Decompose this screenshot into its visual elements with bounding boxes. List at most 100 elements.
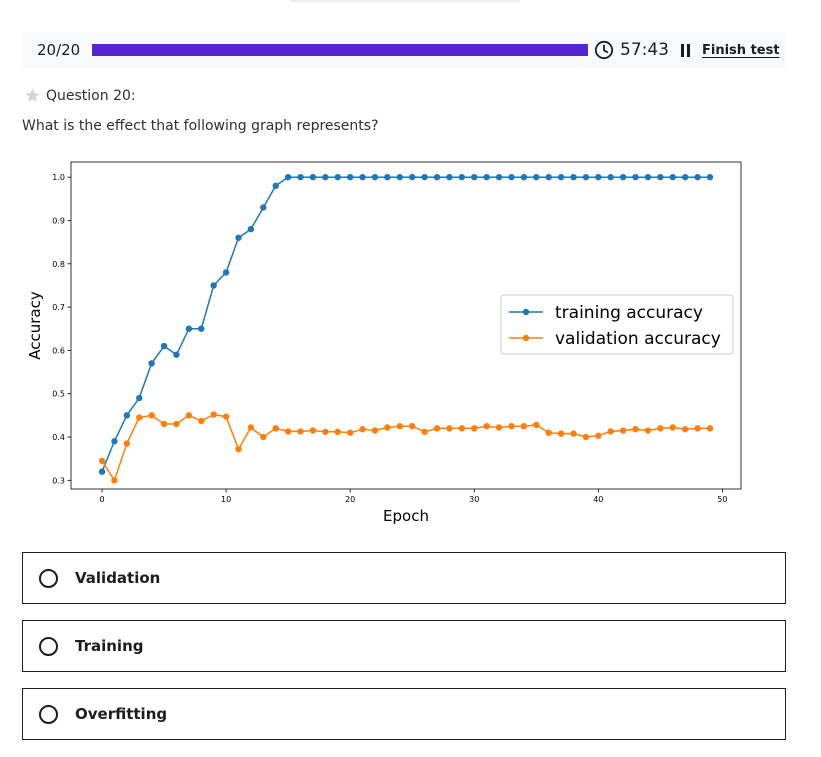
data-point bbox=[533, 421, 540, 429]
data-point bbox=[644, 427, 652, 434]
data-point bbox=[433, 425, 441, 432]
y-tick-label: 0.7 bbox=[52, 303, 65, 312]
x-tick-label: 30 bbox=[469, 495, 479, 504]
data-point bbox=[706, 425, 714, 432]
data-point bbox=[222, 269, 230, 276]
legend-marker bbox=[522, 334, 530, 342]
data-point bbox=[160, 420, 168, 428]
option-label: Overfitting bbox=[75, 705, 168, 723]
data-point bbox=[297, 428, 304, 435]
data-point bbox=[619, 427, 627, 434]
y-tick-label: 0.3 bbox=[52, 476, 65, 485]
test-header-bar: 20/20 57:43 Finish test bbox=[22, 32, 786, 68]
data-point bbox=[570, 430, 577, 437]
data-point bbox=[222, 413, 230, 420]
data-point bbox=[260, 433, 267, 441]
chart-svg: 0 10 20 30 40 50 0.3 0.4 0.5 0.6 0.7 0.8 0.9 1.0 Epoch… bbox=[26, 161, 742, 525]
timer-text: 57:43 bbox=[620, 40, 669, 60]
data-point bbox=[210, 411, 217, 418]
data-point bbox=[198, 417, 205, 425]
legend-label: validation accuracy bbox=[555, 329, 721, 349]
data-point bbox=[322, 428, 329, 436]
data-point bbox=[173, 351, 180, 358]
accuracy-chart: 0 10 20 30 40 50 0.3 0.4 0.5 0.6 0.7 0.8 0.9 1.0 Epoch… bbox=[18, 150, 748, 530]
x-tick-label: 40 bbox=[593, 495, 603, 504]
top-shadow bbox=[290, 0, 520, 4]
data-point bbox=[607, 428, 614, 435]
data-point bbox=[284, 173, 292, 181]
clock-icon bbox=[594, 40, 614, 60]
question-heading: Question 20: bbox=[24, 87, 136, 104]
data-point bbox=[371, 427, 379, 434]
y-tick-label: 1.0 bbox=[52, 173, 65, 182]
data-point bbox=[334, 173, 341, 181]
data-point bbox=[632, 426, 639, 433]
data-point bbox=[198, 325, 205, 332]
data-point bbox=[508, 173, 515, 181]
data-point bbox=[570, 173, 577, 181]
data-point bbox=[458, 425, 466, 432]
data-point bbox=[545, 173, 552, 181]
data-point bbox=[483, 422, 490, 430]
data-point bbox=[309, 427, 317, 434]
data-point bbox=[148, 412, 155, 419]
x-tick-label: 10 bbox=[221, 495, 231, 504]
data-point bbox=[681, 426, 689, 433]
data-point bbox=[123, 412, 131, 419]
data-point bbox=[309, 173, 317, 181]
data-point bbox=[495, 424, 503, 431]
data-point bbox=[508, 422, 515, 430]
pause-icon[interactable] bbox=[681, 43, 690, 57]
data-point bbox=[235, 445, 242, 453]
x-tick-label: 0 bbox=[99, 495, 104, 504]
data-point bbox=[284, 428, 292, 435]
data-point bbox=[334, 428, 341, 436]
plot-frame bbox=[70, 161, 742, 490]
data-point bbox=[346, 429, 354, 436]
x-tick-label: 20 bbox=[345, 495, 355, 504]
data-point bbox=[98, 457, 106, 465]
data-point bbox=[607, 173, 614, 181]
data-point bbox=[681, 173, 689, 181]
data-point bbox=[557, 173, 565, 181]
data-point bbox=[471, 173, 478, 181]
option-label: Training bbox=[75, 637, 144, 655]
question-prompt: What is the effect that following graph … bbox=[22, 118, 379, 134]
data-point bbox=[483, 173, 490, 181]
data-point bbox=[706, 173, 714, 181]
radio-button[interactable] bbox=[39, 704, 58, 724]
data-point bbox=[421, 173, 428, 181]
data-point bbox=[111, 438, 118, 445]
data-point bbox=[396, 173, 403, 181]
data-point bbox=[458, 173, 466, 181]
y-axis-label: Accuracy bbox=[26, 291, 44, 360]
data-point bbox=[421, 428, 428, 436]
data-point bbox=[185, 412, 193, 419]
star-icon[interactable] bbox=[24, 87, 41, 104]
data-point bbox=[98, 468, 106, 475]
data-point bbox=[657, 173, 664, 181]
answer-option-overfitting[interactable]: Overfitting bbox=[22, 688, 786, 740]
question-number: Question 20: bbox=[46, 87, 136, 104]
answer-option-training[interactable]: Training bbox=[22, 620, 786, 672]
radio-button[interactable] bbox=[39, 636, 58, 656]
radio-button[interactable] bbox=[39, 568, 58, 588]
data-point bbox=[260, 204, 267, 211]
data-point bbox=[595, 173, 602, 181]
data-point bbox=[210, 282, 217, 289]
y-tick-label: 0.6 bbox=[52, 346, 65, 355]
data-point bbox=[409, 173, 416, 181]
data-point bbox=[557, 430, 565, 437]
y-tick-label: 0.9 bbox=[52, 216, 65, 225]
data-point bbox=[520, 422, 528, 430]
data-point bbox=[148, 360, 155, 367]
data-point bbox=[595, 432, 602, 439]
legend-marker bbox=[522, 308, 530, 316]
answer-option-validation[interactable]: Validation bbox=[22, 552, 786, 604]
y-tick-label: 0.5 bbox=[52, 390, 65, 399]
finish-test-button[interactable]: Finish test bbox=[702, 42, 780, 58]
data-point bbox=[495, 173, 503, 181]
data-point bbox=[669, 424, 676, 431]
data-point bbox=[371, 173, 379, 181]
data-point bbox=[657, 425, 664, 432]
